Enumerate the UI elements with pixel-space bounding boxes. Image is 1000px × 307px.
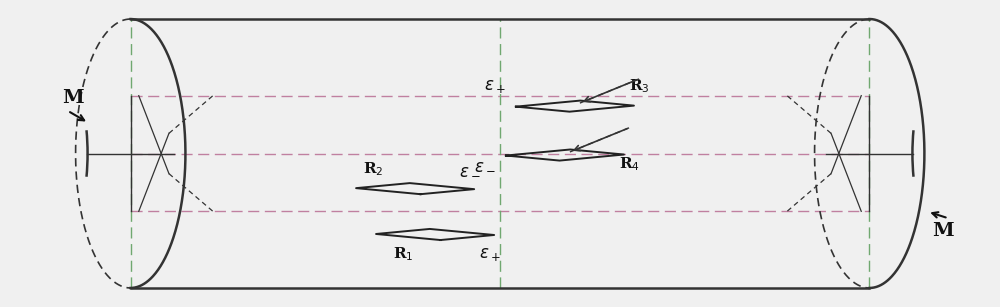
Text: M: M [933,222,954,239]
Text: R$_1$: R$_1$ [393,246,413,263]
Text: M: M [62,89,83,107]
Text: R$_3$: R$_3$ [629,77,650,95]
Text: $\varepsilon$$_+$: $\varepsilon$$_+$ [484,77,506,95]
Text: $\varepsilon$$_-$: $\varepsilon$$_-$ [459,160,481,178]
Text: $\varepsilon$$_+$: $\varepsilon$$_+$ [479,245,501,263]
Text: R$_4$: R$_4$ [619,155,640,173]
Text: R$_2$: R$_2$ [363,160,383,178]
Text: $\varepsilon$$_-$: $\varepsilon$$_-$ [474,155,496,173]
